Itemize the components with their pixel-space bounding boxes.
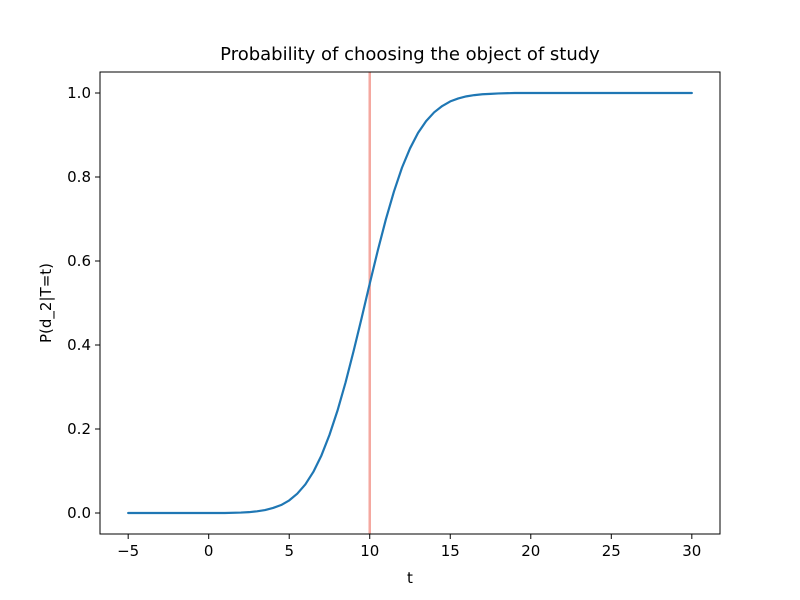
chart-title: Probability of choosing the object of st… xyxy=(220,44,600,65)
x-axis-ticks: −5 0 5 10 15 20 25 30 xyxy=(117,534,701,560)
y-tick-label: 0.2 xyxy=(67,420,91,438)
x-tick-label: 20 xyxy=(521,542,540,560)
x-tick-label: 15 xyxy=(441,542,460,560)
y-tick-label: 0.8 xyxy=(67,168,91,186)
x-axis-label: t xyxy=(407,569,413,587)
plot-area xyxy=(127,72,693,534)
y-tick-label: 0.6 xyxy=(67,252,91,270)
y-tick-label: 0.0 xyxy=(67,504,91,522)
series-line-1 xyxy=(127,91,693,515)
x-tick-label: 5 xyxy=(284,542,294,560)
y-tick-label: 1.0 xyxy=(67,84,91,102)
x-tick-label: 25 xyxy=(602,542,621,560)
x-tick-label: −5 xyxy=(117,542,139,560)
axes-frame xyxy=(99,71,721,535)
y-tick-label: 0.4 xyxy=(67,336,91,354)
y-axis-ticks: 0.0 0.2 0.4 0.6 0.8 1.0 xyxy=(67,84,100,522)
y-axis-label: P(d_2|T=t) xyxy=(37,263,56,343)
x-tick-label: 30 xyxy=(682,542,701,560)
x-tick-label: 10 xyxy=(360,542,379,560)
x-tick-label: 0 xyxy=(204,542,214,560)
